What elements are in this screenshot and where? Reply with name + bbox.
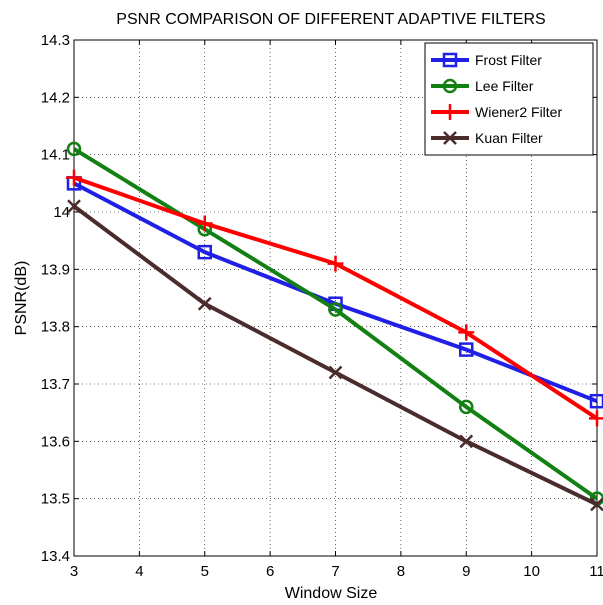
y-tick-label: 13.7 bbox=[41, 376, 70, 393]
x-tick-label: 6 bbox=[266, 563, 274, 580]
data-point-kuan-filter bbox=[197, 296, 212, 311]
legend-swatch-marker bbox=[442, 104, 458, 120]
data-point-wiener2-filter bbox=[66, 169, 82, 186]
series-layer bbox=[66, 141, 603, 512]
data-point-wiener2-filter bbox=[589, 410, 603, 427]
x-tick-label: 5 bbox=[201, 563, 209, 580]
x-tick-label: 10 bbox=[523, 563, 540, 580]
legend-label: Kuan Filter bbox=[475, 130, 543, 146]
data-point-lee-filter bbox=[66, 141, 82, 157]
data-point-kuan-filter bbox=[590, 497, 603, 512]
y-tick-label: 14.3 bbox=[41, 32, 70, 49]
chart-title: PSNR COMPARISON OF DIFFERENT ADAPTIVE FI… bbox=[116, 11, 545, 28]
x-tick-label: 7 bbox=[331, 563, 339, 580]
x-tick-label: 3 bbox=[70, 563, 78, 580]
x-tick-label: 4 bbox=[135, 563, 143, 580]
y-tick-label: 13.6 bbox=[41, 433, 70, 450]
y-tick-label: 14.2 bbox=[41, 89, 70, 106]
series-kuan-filter bbox=[67, 199, 603, 512]
data-point-wiener2-filter bbox=[327, 255, 344, 272]
series-wiener2-filter bbox=[66, 169, 603, 427]
y-tick-label: 13.9 bbox=[41, 261, 70, 278]
x-tick-label: 11 bbox=[589, 563, 603, 580]
y-tick-label: 13.5 bbox=[41, 491, 70, 508]
y-axis-label: PSNR(dB) bbox=[13, 261, 30, 336]
x-axis-label: Window Size bbox=[285, 585, 378, 602]
y-tick-label: 14.1 bbox=[41, 147, 70, 164]
legend-label: Wiener2 Filter bbox=[475, 104, 562, 120]
data-point-kuan-filter bbox=[328, 365, 343, 380]
x-tick-label: 8 bbox=[397, 563, 405, 580]
data-point-wiener2-filter bbox=[196, 215, 213, 232]
series-line-kuan-filter bbox=[72, 204, 598, 507]
legend: Frost Filter Lee Filter Wiener2 Filter Kuan… bbox=[424, 42, 594, 156]
data-point-frost-filter bbox=[459, 342, 474, 357]
y-tick-label: 13.8 bbox=[41, 319, 70, 336]
x-tick-label: 9 bbox=[462, 563, 470, 580]
legend-item-kuan-filter: Kuan Filter bbox=[431, 130, 543, 146]
series-line-lee-filter bbox=[72, 147, 599, 501]
y-tick-label: 13.4 bbox=[41, 548, 70, 565]
data-point-kuan-filter bbox=[67, 199, 81, 214]
legend-swatch-marker bbox=[443, 131, 457, 145]
legend-label: Frost Filter bbox=[475, 52, 542, 68]
axes: 3 4 5 6 7 8 9 10 11 13.4 13.5 13.6 13.7 13.8 13.9 14 14.… bbox=[41, 32, 603, 580]
series-lee-filter bbox=[66, 141, 603, 506]
legend-swatch-marker bbox=[442, 78, 458, 94]
data-point-kuan-filter bbox=[459, 434, 474, 449]
legend-swatch-marker bbox=[442, 52, 458, 68]
y-tick-label: 14 bbox=[53, 204, 70, 221]
data-point-wiener2-filter bbox=[458, 324, 475, 341]
data-point-lee-filter bbox=[459, 399, 474, 415]
legend-label: Lee Filter bbox=[475, 78, 534, 94]
legend-item-lee-filter: Lee Filter bbox=[431, 78, 534, 94]
data-point-lee-filter bbox=[328, 302, 343, 317]
data-point-frost-filter bbox=[197, 244, 212, 260]
data-point-frost-filter bbox=[589, 393, 603, 409]
legend-item-wiener2-filter: Wiener2 Filter bbox=[431, 104, 562, 120]
legend-item-frost-filter: Frost Filter bbox=[431, 52, 542, 68]
